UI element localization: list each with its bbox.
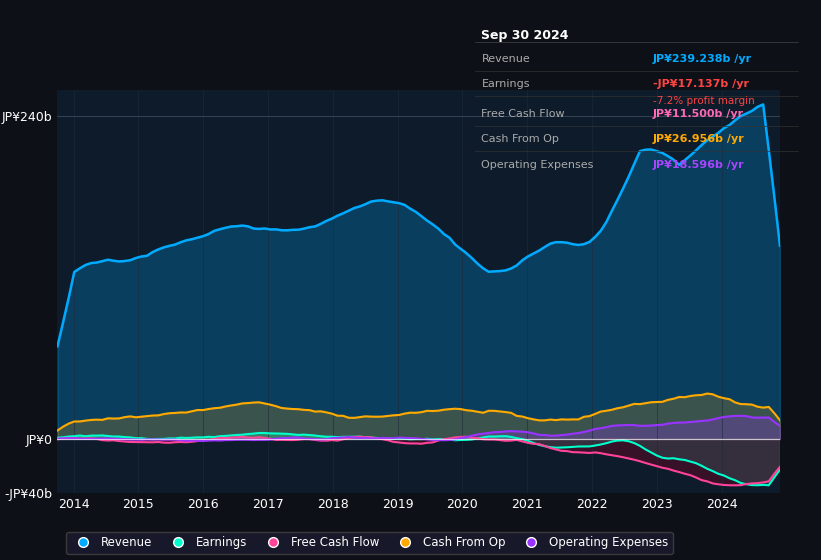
Text: Operating Expenses: Operating Expenses xyxy=(481,160,594,170)
Text: JP¥239.238b /yr: JP¥239.238b /yr xyxy=(654,54,752,64)
Text: -JP¥17.137b /yr: -JP¥17.137b /yr xyxy=(654,79,749,89)
Text: JP¥11.500b /yr: JP¥11.500b /yr xyxy=(654,109,744,119)
Text: JP¥18.596b /yr: JP¥18.596b /yr xyxy=(654,160,745,170)
Text: Free Cash Flow: Free Cash Flow xyxy=(481,109,565,119)
Text: Cash From Op: Cash From Op xyxy=(481,134,559,144)
Text: -7.2% profit margin: -7.2% profit margin xyxy=(654,96,754,106)
Text: Earnings: Earnings xyxy=(481,79,530,89)
Text: Revenue: Revenue xyxy=(481,54,530,64)
Text: JP¥26.956b /yr: JP¥26.956b /yr xyxy=(654,134,745,144)
Legend: Revenue, Earnings, Free Cash Flow, Cash From Op, Operating Expenses: Revenue, Earnings, Free Cash Flow, Cash … xyxy=(67,531,672,554)
Text: Sep 30 2024: Sep 30 2024 xyxy=(481,29,569,41)
